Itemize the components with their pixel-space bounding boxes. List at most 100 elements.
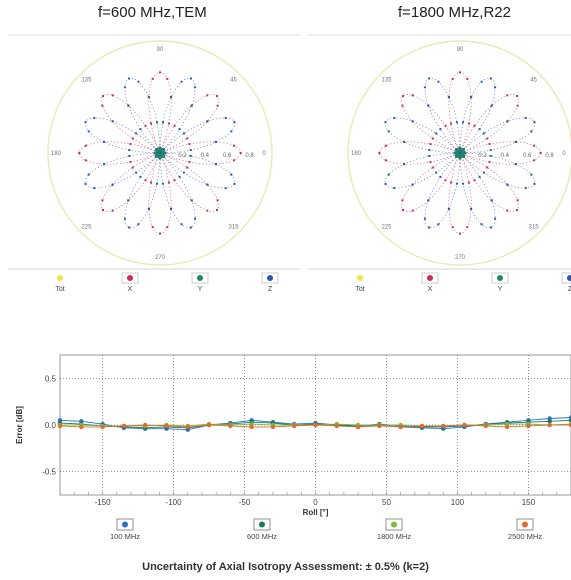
polar-point-X-37 (131, 166, 134, 169)
polar-point-X-19 (450, 122, 452, 125)
polar-angle-label-315: 315 (529, 225, 540, 231)
polar-point-X-23 (411, 94, 414, 97)
polar-point-Z-18 (447, 96, 450, 99)
polar-point-Y-25 (155, 148, 157, 151)
polar-point-Z-35 (387, 173, 390, 176)
polar-point-Z-45 (437, 223, 440, 226)
line-legend-label-1: 600 MHz (247, 532, 277, 541)
polar-point-Z-30 (403, 140, 406, 143)
polar-point-Z-56 (159, 152, 161, 154)
polar-legend-label-Tot: Tot (55, 286, 64, 292)
polar-point-Z-61 (230, 173, 233, 176)
polar-legend-label-X: X (428, 286, 433, 292)
polar-point-Z-17 (456, 121, 458, 124)
polar-point-X-5 (486, 137, 489, 140)
polar-point-Z-20 (128, 77, 131, 80)
polar-point-Y-63 (164, 152, 167, 155)
polar-point-X-59 (486, 166, 489, 169)
polar-point-X-47 (151, 226, 154, 229)
polar-point-Z-13 (180, 80, 183, 83)
polar-point-X-48 (159, 232, 161, 235)
polar-angle-label-225: 225 (381, 225, 392, 231)
polar-angle-label-315: 315 (229, 225, 240, 231)
series-point-2500-MHz-6 (185, 424, 190, 430)
polar-point-X-16 (459, 71, 461, 74)
x-tick-label-1: -100 (166, 498, 183, 507)
polar-point-X-9 (206, 94, 209, 97)
polar-chart-title-1800: f=1800 MHz,R22 (398, 4, 511, 21)
polar-point-X-29 (129, 143, 132, 145)
polar-point-X-33 (84, 159, 87, 162)
polar-point-Y-10 (461, 148, 464, 151)
polar-point-Y-2 (462, 151, 465, 154)
y-tick-label-1: 0.0 (45, 421, 57, 430)
series-point-2500-MHz-11 (292, 423, 297, 429)
polar-point-Y-38 (155, 154, 158, 157)
polar-point-Z-15 (462, 121, 464, 124)
series-point-2500-MHz-21 (504, 424, 510, 430)
polar-point-Z-7 (182, 132, 185, 135)
polar-chart-1800: 0 45 90 135 180 225 270 315 0.2 0.4 0.6 0.8 Tot X Y Z (308, 34, 571, 292)
polar-point-X-31 (384, 144, 387, 147)
polar-point-Y-58 (162, 154, 165, 157)
polar-point-X-19 (150, 122, 152, 125)
polar-point-X-35 (429, 161, 432, 163)
polar-point-Z-25 (135, 132, 138, 135)
polar-point-Z-42 (427, 199, 430, 202)
polar-radial-tick-0: 0.2 (478, 153, 487, 159)
polar-point-X-49 (466, 226, 469, 229)
polar-point-Y-30 (155, 151, 158, 154)
series-point-2500-MHz-22 (526, 423, 531, 429)
polar-point-X-43 (144, 179, 147, 182)
polar-point-Y-45 (158, 154, 161, 157)
polar-point-Y-34 (455, 152, 458, 155)
polar-point-X-48 (459, 232, 461, 235)
polar-point-Y-41 (455, 156, 458, 158)
polar-point-Y-63 (464, 152, 467, 155)
polar-point-Z-30 (103, 140, 106, 143)
polar-point-X-39 (401, 199, 404, 202)
polar-point-Z-46 (147, 207, 150, 210)
y-axis-label: Error [dB] (15, 406, 24, 444)
polar-point-Z-34 (403, 163, 406, 166)
polar-point-Z-47 (456, 182, 458, 185)
polar-point-Z-23 (439, 128, 442, 131)
polar-point-Z-35 (87, 173, 90, 176)
polar-point-Z-50 (470, 207, 473, 210)
polar-point-Z-4 (233, 121, 236, 124)
polar-angle-label-225: 225 (81, 225, 92, 231)
series-point-2500-MHz-12 (313, 422, 318, 428)
polar-point-Y-57 (463, 155, 465, 158)
polar-point-Z-60 (233, 182, 236, 185)
polar-point-Y-25 (455, 148, 457, 151)
polar-point-X-8 (216, 95, 218, 97)
polar-point-Z-31 (428, 149, 431, 151)
polar-angle-label-270: 270 (155, 255, 166, 261)
y-tick-label-0: 0.5 (45, 374, 57, 383)
polar-point-Z-57 (182, 171, 185, 174)
polar-legend-label-Z: Z (568, 286, 571, 292)
polar-point-Y-50 (159, 155, 162, 158)
polar-point-Y-58 (462, 154, 465, 157)
polar-point-Z-39 (135, 171, 138, 174)
polar-point-X-15 (166, 77, 169, 80)
polar-point-Y-9 (462, 148, 465, 150)
polar-point-Z-42 (127, 199, 130, 202)
polar-point-X-56 (216, 209, 218, 211)
polar-radial-tick-2: 0.6 (223, 153, 232, 159)
polar-point-Y-18 (158, 148, 161, 151)
x-tick-label-2: -50 (239, 498, 251, 507)
polar-point-Z-6 (206, 120, 209, 123)
polar-point-X-24 (402, 95, 404, 97)
polar-legend-marker-Z (267, 275, 273, 281)
polar-point-X-45 (450, 181, 452, 184)
polar-point-Y-17 (158, 146, 161, 149)
polar-point-Z-56 (459, 152, 461, 154)
line-legend-label-3: 2500 MHz (508, 532, 542, 541)
polar-legend-marker-X (127, 275, 133, 281)
polar-point-Z-6 (506, 120, 509, 123)
polar-point-Z-43 (423, 217, 426, 220)
polar-point-Y-17 (458, 146, 461, 149)
polar-point-X-8 (516, 95, 518, 97)
series-point-2500-MHz-19 (462, 422, 467, 428)
